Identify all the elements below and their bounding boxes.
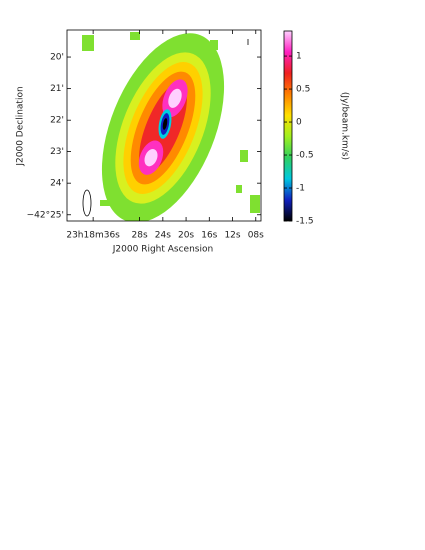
x-tick-label: 20s xyxy=(178,231,194,241)
colorbar xyxy=(283,30,293,222)
y-tick-label: 24' xyxy=(50,179,64,189)
colorbar-tick-label: -0.5 xyxy=(296,151,314,161)
y-axis-label: J2000 Declination xyxy=(16,86,26,166)
y-tick-label: 23' xyxy=(50,147,64,157)
colorbar-tick-label: 0 xyxy=(296,118,302,128)
colorbar-label: (Jy/beam.km/s) xyxy=(340,92,350,160)
y-tick-label: 22' xyxy=(50,116,64,126)
x-tick-label: 24s xyxy=(155,231,171,241)
x-tick-label: 08s xyxy=(248,231,264,241)
y-tick-label: −42°25' xyxy=(27,210,64,220)
y-tick-label: 21' xyxy=(50,84,64,94)
x-axis-label: J2000 Right Ascension xyxy=(112,245,213,255)
x-tick-label: 28s xyxy=(132,231,148,241)
x-tick-label: 12s xyxy=(224,231,240,241)
x-tick-label: 23h18m36s xyxy=(66,231,120,241)
map xyxy=(82,32,260,221)
colorbar-tick-label: 0.5 xyxy=(296,85,310,95)
colorbar-tick-label: -1.5 xyxy=(296,217,314,227)
y-tick-label: 20' xyxy=(50,53,64,63)
colorbar-tick-label: -1 xyxy=(296,184,305,194)
x-tick-label: 16s xyxy=(201,231,217,241)
frame xyxy=(66,29,262,222)
beam xyxy=(82,189,92,217)
colorbar-tick-label: 1 xyxy=(296,52,302,62)
